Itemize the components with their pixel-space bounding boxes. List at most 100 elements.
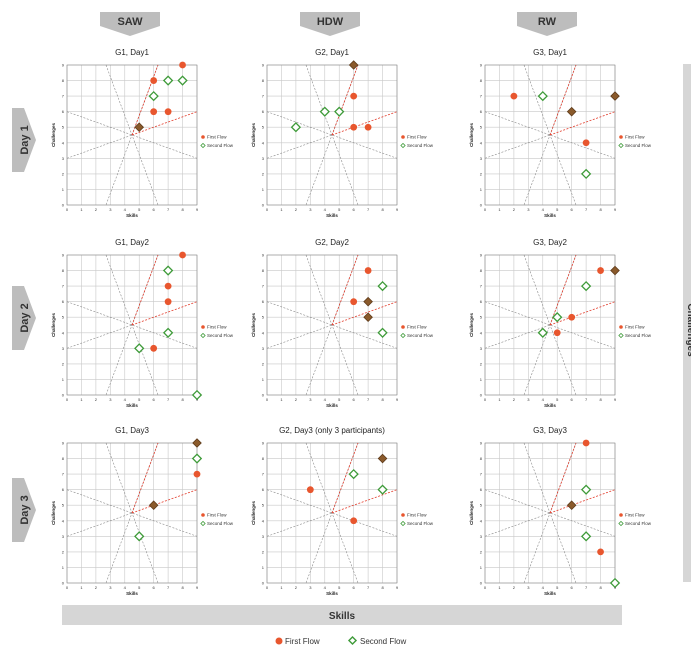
second-flow-point	[348, 468, 359, 480]
panel-legend-second: Second Flow	[407, 333, 434, 338]
overlap-point	[192, 438, 202, 448]
second-flow-point	[609, 577, 621, 589]
scatter-panel: G1, Day3 0 1 2 3 4 5 6 7 8 9 0 1 2 3 4 5 6 7 8 9 Skills Challe…	[51, 426, 234, 596]
second-flow-point	[134, 531, 145, 542]
second-flow-point	[191, 389, 203, 401]
second-flow-point	[580, 531, 592, 542]
y-tick-label: 4	[262, 518, 265, 523]
x-tick-label: 8	[599, 585, 602, 590]
x-tick-label: 3	[109, 207, 112, 212]
x-tick-label: 7	[367, 207, 370, 212]
panel-legend-first-marker	[201, 325, 205, 329]
x-tick-label: 6	[353, 585, 356, 590]
x-tick-label: 9	[396, 207, 399, 212]
scatter-panel: G3, Day2 0 1 2 3 4 5 6 7 8 9 0 1 2 3 4 5 6 7 8 9 Skills Challe…	[469, 238, 652, 408]
second-flow-point	[148, 90, 159, 102]
flow-guide-line	[66, 134, 133, 159]
x-tick-label: 6	[571, 397, 574, 402]
panel-legend-second: Second Flow	[625, 143, 652, 148]
second-flow-point	[580, 168, 592, 180]
panel-legend-second-marker	[200, 520, 206, 527]
first-flow-point	[364, 123, 372, 131]
x-tick-label: 6	[353, 397, 356, 402]
flow-channel-line	[549, 442, 577, 514]
second-flow-point	[537, 90, 548, 102]
x-tick-label: 8	[381, 207, 384, 212]
second-flow-point	[319, 106, 330, 117]
x-tick-label: 4	[542, 585, 545, 590]
x-tick-label: 0	[266, 397, 269, 402]
flow-channel-line	[131, 111, 198, 136]
first-flow-point	[164, 298, 172, 306]
column-header-shape	[300, 12, 360, 36]
flow-guide-line	[66, 512, 133, 537]
flow-channel-line	[549, 301, 616, 326]
x-tick-label: 3	[109, 585, 112, 590]
headers: SAW HDW RW Day 1 Day 2 Day 3 Challenges	[12, 12, 691, 582]
second-flow-point	[377, 484, 388, 495]
x-tick-label: 4	[542, 207, 545, 212]
first-flow-point	[350, 92, 358, 100]
y-tick-label: 0	[62, 393, 65, 398]
y-tick-label: 4	[262, 140, 265, 145]
x-tick-label: 5	[138, 397, 141, 402]
overlap-point	[348, 60, 359, 70]
y-tick-label: 4	[480, 330, 483, 335]
second-flow-point	[580, 484, 592, 495]
y-tick-label: 9	[262, 441, 265, 446]
x-tick-label: 4	[324, 585, 327, 590]
first-flow-point	[553, 329, 561, 337]
x-tick-label: 9	[614, 207, 617, 212]
y-tick-label: 4	[62, 518, 65, 523]
panel-title: G2, Day1	[315, 48, 349, 57]
x-tick-label: 0	[66, 585, 69, 590]
y-tick-label: 8	[480, 456, 483, 461]
x-tick-label: 6	[153, 397, 156, 402]
second-flow-point	[177, 75, 188, 86]
flow-channel-line	[549, 111, 616, 136]
flow-guide-line	[266, 512, 333, 537]
bottom-legend-first-marker	[275, 637, 283, 645]
x-tick-label: 5	[338, 585, 341, 590]
scatter-panel: G2, Day1 0 1 2 3 4 5 6 7 8 9 0 1 2 3 4 5 6 7 8 9 Skills Challe…	[251, 48, 434, 218]
y-tick-label: 9	[480, 63, 483, 68]
y-tick-label: 9	[62, 253, 65, 258]
x-tick-label: 1	[280, 207, 283, 212]
flow-guide-line	[484, 324, 551, 349]
y-tick-label: 6	[480, 299, 483, 304]
x-tick-label: 3	[309, 585, 312, 590]
row-header-shape	[12, 286, 36, 350]
x-tick-label: 6	[353, 207, 356, 212]
panel-legend-first-marker	[201, 135, 205, 139]
flow-channel-line	[131, 64, 159, 136]
y-tick-label: 5	[62, 315, 65, 320]
x-tick-label: 4	[324, 207, 327, 212]
flow-channel-line	[331, 301, 398, 326]
x-tick-label: 1	[80, 585, 83, 590]
y-tick-label: 2	[262, 171, 265, 176]
panel-legend-first-marker	[619, 513, 623, 517]
panel-legend-first-marker	[401, 135, 405, 139]
y-tick-label: 2	[480, 549, 483, 554]
panel-legend-second: Second Flow	[207, 143, 234, 148]
y-tick-label: 4	[62, 330, 65, 335]
y-tick-label: 8	[480, 78, 483, 83]
y-axis-label: Challenges	[251, 123, 256, 148]
x-tick-label: 2	[95, 207, 98, 212]
first-flow-point	[350, 298, 358, 306]
y-tick-label: 3	[480, 156, 483, 161]
y-axis-label: Challenges	[469, 313, 474, 338]
footer: Skills First Flow Second Flow	[62, 605, 622, 646]
y-tick-label: 5	[62, 125, 65, 130]
x-tick-label: 2	[513, 207, 516, 212]
y-tick-label: 4	[480, 140, 483, 145]
panel-legend-first: First Flow	[625, 135, 645, 140]
row-header: Day 2	[19, 303, 31, 332]
x-axis-label: Skills	[544, 591, 556, 596]
overlap-point	[566, 106, 577, 117]
first-flow-point	[568, 313, 576, 321]
y-tick-label: 2	[62, 361, 65, 366]
panel-legend-first-marker	[401, 325, 405, 329]
flow-channel-line	[331, 442, 359, 514]
